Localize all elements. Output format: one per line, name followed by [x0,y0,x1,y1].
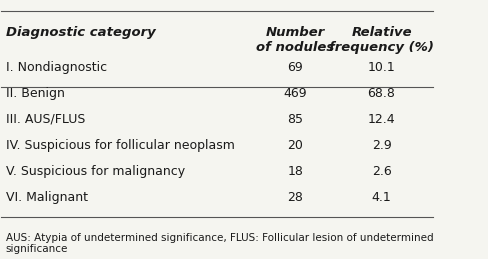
Text: 20: 20 [287,139,303,152]
Text: 2.6: 2.6 [372,165,391,178]
Text: 469: 469 [284,87,307,100]
Text: Number
of nodules: Number of nodules [256,26,334,54]
Text: I. Nondiagnostic: I. Nondiagnostic [6,61,107,74]
Text: 10.1: 10.1 [367,61,395,74]
Text: III. AUS/FLUS: III. AUS/FLUS [6,113,85,126]
Text: 2.9: 2.9 [372,139,391,152]
Text: AUS: Atypia of undetermined significance, FLUS: Follicular lesion of undetermine: AUS: Atypia of undetermined significance… [6,233,433,255]
Text: 12.4: 12.4 [368,113,395,126]
Text: IV. Suspicious for follicular neoplasm: IV. Suspicious for follicular neoplasm [6,139,235,152]
Text: 85: 85 [287,113,303,126]
Text: II. Benign: II. Benign [6,87,64,100]
Text: V. Suspicious for malignancy: V. Suspicious for malignancy [6,165,185,178]
Text: 4.1: 4.1 [372,191,391,204]
Text: Diagnostic category: Diagnostic category [6,26,156,39]
Text: 68.8: 68.8 [367,87,395,100]
Text: 28: 28 [287,191,303,204]
Text: Relative
frequency (%): Relative frequency (%) [329,26,434,54]
Text: 18: 18 [287,165,303,178]
Text: 69: 69 [287,61,303,74]
Text: VI. Malignant: VI. Malignant [6,191,88,204]
